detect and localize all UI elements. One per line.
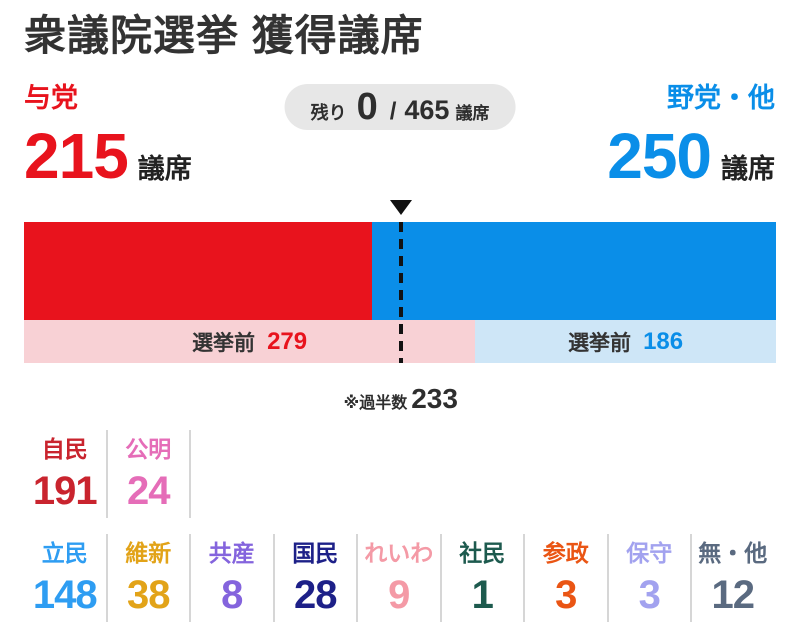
party-cell-shamin: 社民 1 bbox=[442, 534, 525, 622]
pre-election-ruling-segment: 選挙前 279 bbox=[24, 320, 476, 363]
majority-note-value: 233 bbox=[411, 383, 458, 414]
opposition-summary: 野党・他 250 議席 bbox=[607, 83, 775, 188]
party-seats: 24 bbox=[127, 468, 170, 513]
majority-note-label: ※過半数 bbox=[343, 395, 408, 412]
party-name: 維新 bbox=[125, 540, 172, 566]
party-cell-mushozoku: 無・他 12 bbox=[692, 534, 774, 622]
majority-note: ※過半数 233 bbox=[344, 383, 458, 415]
ruling-summary: 与党 215 議席 bbox=[24, 83, 192, 188]
party-cell-hoshu: 保守 3 bbox=[609, 534, 692, 622]
pre-election-value-ruling: 279 bbox=[267, 327, 308, 355]
party-cell-komei: 公明 24 bbox=[108, 430, 191, 518]
party-seats: 38 bbox=[127, 572, 170, 617]
party-cell-rikken: 立民 148 bbox=[24, 534, 108, 622]
opposition-seats-row: 250 議席 bbox=[607, 124, 775, 188]
party-seats: 3 bbox=[555, 572, 577, 617]
party-cell-jimin: 自民 191 bbox=[24, 430, 108, 518]
result-bar bbox=[24, 222, 776, 320]
pre-election-value-opposition: 186 bbox=[643, 327, 684, 355]
party-seats: 3 bbox=[638, 572, 661, 617]
party-name: 無・他 bbox=[698, 540, 768, 566]
party-cell-kyosan: 共産 8 bbox=[191, 534, 275, 622]
party-seats: 191 bbox=[32, 468, 98, 513]
ruling-seats-value: 215 bbox=[24, 119, 129, 192]
page-title: 衆議院選挙 獲得議席 bbox=[24, 12, 424, 59]
majority-marker-triangle-icon bbox=[389, 200, 412, 215]
result-bar-ruling-segment bbox=[24, 222, 372, 320]
remaining-unit: 議席 bbox=[455, 104, 490, 123]
party-name: 自民 bbox=[41, 436, 88, 462]
party-name: れいわ bbox=[364, 540, 434, 566]
ruling-seats-unit: 議席 bbox=[137, 153, 192, 184]
party-cell-ishin: 維新 38 bbox=[108, 534, 191, 622]
coalition-party-row: 自民 191 公明 24 bbox=[24, 430, 776, 518]
party-name: 共産 bbox=[208, 540, 255, 566]
ruling-seats-row: 215 議席 bbox=[24, 124, 192, 188]
result-bar-opposition-segment bbox=[371, 222, 776, 320]
party-cell-sansei: 参政 3 bbox=[525, 534, 609, 622]
party-seats: 12 bbox=[711, 572, 755, 617]
pre-election-opposition-segment: 選挙前 186 bbox=[475, 320, 776, 363]
seat-bar-chart: 選挙前 279 選挙前 186 ※過半数 233 bbox=[24, 200, 776, 415]
party-seats: 28 bbox=[294, 572, 337, 617]
pre-election-label-opposition: 選挙前 bbox=[568, 331, 632, 355]
ruling-label: 与党 bbox=[24, 83, 78, 113]
remaining-total: 465 bbox=[404, 95, 450, 125]
party-name: 保守 bbox=[626, 540, 673, 566]
opposition-party-row: 立民 148 維新 38 共産 8 国民 28 れいわ 9 社民 1 参政 3 … bbox=[24, 534, 776, 622]
remaining-value: 0 bbox=[356, 86, 378, 128]
opposition-seats-value: 250 bbox=[607, 119, 712, 192]
opposition-label: 野党・他 bbox=[667, 83, 775, 113]
remaining-separator: / bbox=[389, 98, 397, 125]
remaining-seats-badge: 残り 0 / 465 議席 bbox=[284, 84, 516, 130]
party-seats: 1 bbox=[471, 572, 494, 617]
party-name: 参政 bbox=[542, 540, 589, 566]
party-cell-reiwa: れいわ 9 bbox=[358, 534, 442, 622]
opposition-seats-unit: 議席 bbox=[721, 153, 775, 184]
party-name: 国民 bbox=[292, 540, 339, 566]
party-seats: 148 bbox=[32, 572, 98, 617]
party-seats: 8 bbox=[221, 572, 243, 617]
party-name: 公明 bbox=[125, 436, 172, 462]
party-seats: 9 bbox=[388, 572, 410, 617]
party-name: 立民 bbox=[41, 540, 88, 566]
party-cell-kokumin: 国民 28 bbox=[275, 534, 358, 622]
pre-election-label-ruling: 選挙前 bbox=[192, 331, 256, 355]
remaining-prefix: 残り bbox=[310, 103, 347, 123]
majority-dashed-line bbox=[398, 222, 403, 363]
party-name: 社民 bbox=[459, 540, 506, 566]
